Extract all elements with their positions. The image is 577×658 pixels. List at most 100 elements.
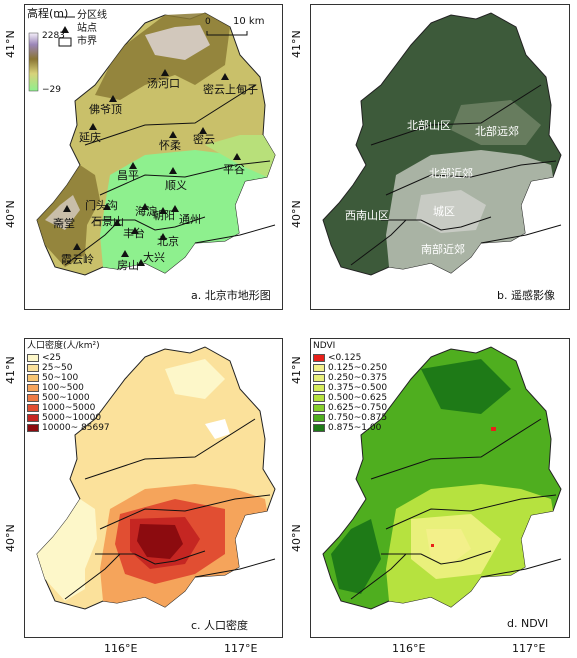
population-legend-label: 25~50 bbox=[42, 363, 73, 373]
ndvi-legend-swatch bbox=[313, 363, 325, 372]
label-pinggu: 平谷 bbox=[223, 163, 245, 176]
population-legend-label: 10000~ 85697 bbox=[42, 423, 110, 433]
ndvi-legend-label: 0.750~0.875 bbox=[328, 413, 388, 423]
label-daxing: 大兴 bbox=[143, 251, 165, 264]
ndvi-legend-item: 0.375~0.500 bbox=[313, 383, 387, 393]
label-tanghekou: 汤河口 bbox=[147, 77, 180, 90]
population-legend-swatch bbox=[27, 413, 39, 422]
satellite-map bbox=[322, 12, 562, 276]
population-legend-item: 10000~ 85697 bbox=[27, 423, 110, 433]
population-legend-item: <25 bbox=[27, 353, 110, 363]
scale-ten-label: 10 km bbox=[233, 16, 265, 27]
legend-station: 站点 bbox=[77, 23, 97, 34]
population-legend-swatch bbox=[27, 373, 39, 382]
ndvi-legend-item: 0.875~1.00 bbox=[313, 423, 387, 433]
lon-d-117: 117°E bbox=[512, 642, 546, 655]
population-legend-item: 50~100 bbox=[27, 373, 110, 383]
elevation-min-label: −29 bbox=[42, 85, 61, 95]
ndvi-legend-label: 0.500~0.625 bbox=[328, 393, 388, 403]
population-map bbox=[36, 346, 276, 610]
label-fengtai: 丰台 bbox=[123, 227, 145, 240]
ndvi-map bbox=[322, 346, 562, 610]
panel-ndvi: NDVI <0.125 0.125~0.250 0.250~0.375 0.375~0… bbox=[310, 338, 570, 638]
ndvi-legend-swatch bbox=[313, 393, 325, 402]
population-legend-label: 5000~10000 bbox=[42, 413, 102, 423]
label-mentougou: 门头沟 bbox=[85, 199, 118, 212]
lat-d-bottom: 40°N bbox=[290, 524, 303, 552]
label-fangshan: 房山 bbox=[117, 259, 139, 272]
population-legend-swatch bbox=[27, 353, 39, 362]
zone-south-mountain: 西南山区 bbox=[345, 209, 389, 222]
population-legend-item: 25~50 bbox=[27, 363, 110, 373]
ndvi-legend-item: <0.125 bbox=[313, 353, 387, 363]
caption-terrain: a. 北京市地形图 bbox=[191, 287, 271, 303]
ndvi-legend-swatch bbox=[313, 413, 325, 422]
ndvi-legend-swatch bbox=[313, 373, 325, 382]
elevation-max-label: 2283 bbox=[42, 31, 65, 41]
zone-south-suburb: 南部近郊 bbox=[421, 243, 465, 256]
label-yanqing: 延庆 bbox=[79, 131, 101, 144]
ndvi-legend-item: 0.625~0.750 bbox=[313, 403, 387, 413]
zone-north-mountain: 北部山区 bbox=[407, 119, 451, 132]
label-changping: 昌平 bbox=[117, 169, 139, 182]
caption-population: c. 人口密度 bbox=[191, 617, 249, 633]
lat-b-top: 41°N bbox=[290, 30, 303, 58]
label-shunyi: 顺义 bbox=[165, 179, 187, 192]
population-legend-label: 50~100 bbox=[42, 373, 79, 383]
population-legend-item: 1000~5000 bbox=[27, 403, 110, 413]
population-legend-title: 人口密度(人/km²) bbox=[27, 341, 100, 351]
lat-c-top: 41°N bbox=[4, 356, 17, 384]
population-legend-label: <25 bbox=[42, 353, 61, 363]
scale-bar bbox=[206, 31, 248, 36]
ndvi-legend-swatch bbox=[313, 383, 325, 392]
lon-d-116: 116°E bbox=[392, 642, 426, 655]
ndvi-legend-title: NDVI bbox=[313, 341, 336, 351]
zone-urban: 城区 bbox=[433, 205, 455, 218]
lat-a-top: 41°N bbox=[4, 30, 17, 58]
label-zhaitang: 斋堂 bbox=[53, 217, 75, 230]
legend-zone-line: 分区线 bbox=[77, 10, 107, 21]
terrain-plain bbox=[100, 150, 267, 273]
label-xiayunling: 霞云岭 bbox=[61, 253, 94, 266]
ndvi-legend-swatch bbox=[313, 423, 325, 432]
population-legend-label: 1000~5000 bbox=[42, 403, 96, 413]
legend-boundary: 市界 bbox=[77, 36, 97, 47]
population-legend-swatch bbox=[27, 403, 39, 412]
label-miyun: 密云 bbox=[193, 133, 215, 146]
panel-terrain: 高程(m) 2283 −29 分区线 站点 市界 0 10 km 汤河口 密云上… bbox=[24, 4, 283, 310]
terrain-map bbox=[28, 12, 276, 276]
lon-c-117: 117°E bbox=[224, 642, 258, 655]
population-legend-item: 100~500 bbox=[27, 383, 110, 393]
label-beijing: 北京 bbox=[157, 235, 179, 248]
elevation-legend-title: 高程(m) bbox=[27, 7, 69, 20]
label-foyeding: 佛爷顶 bbox=[89, 103, 122, 116]
ndvi-legend-label: <0.125 bbox=[328, 353, 362, 363]
label-haidian: 海淀 bbox=[135, 205, 157, 218]
ndvi-legend-label: 0.125~0.250 bbox=[328, 363, 388, 373]
elevation-colorbar bbox=[28, 32, 39, 92]
population-legend-label: 100~500 bbox=[42, 383, 84, 393]
label-chaoyang: 朝阳 bbox=[153, 209, 175, 222]
panel-population: 人口密度(人/km²) <25 25~50 50~100 100~500 500~100… bbox=[24, 338, 283, 638]
panel-satellite: 北部山区 北部远郊 北部近郊 城区 西南山区 南部近郊 b. 遥感影像 bbox=[310, 4, 570, 310]
ndvi-legend: <0.125 0.125~0.250 0.250~0.375 0.375~0.500 0… bbox=[313, 353, 387, 433]
population-legend-item: 500~1000 bbox=[27, 393, 110, 403]
zone-north-suburb-far: 北部远郊 bbox=[475, 125, 519, 138]
scale-zero-label: 0 bbox=[205, 17, 211, 27]
lon-c-116: 116°E bbox=[104, 642, 138, 655]
zone-north-suburb-near: 北部近郊 bbox=[429, 167, 473, 180]
label-huairou: 怀柔 bbox=[159, 139, 181, 152]
ndvi-legend-swatch bbox=[313, 353, 325, 362]
label-shangdianzi: 密云上甸子 bbox=[203, 83, 258, 96]
ndvi-legend-item: 0.750~0.875 bbox=[313, 413, 387, 423]
population-legend-swatch bbox=[27, 363, 39, 372]
population-legend: <25 25~50 50~100 100~500 500~1000 1000~5000 50… bbox=[27, 353, 110, 433]
lat-b-bottom: 40°N bbox=[290, 200, 303, 228]
lat-d-top: 41°N bbox=[290, 356, 303, 384]
ndvi-legend-swatch bbox=[313, 403, 325, 412]
population-legend-swatch bbox=[27, 383, 39, 392]
population-legend-item: 5000~10000 bbox=[27, 413, 110, 423]
ndvi-legend-label: 0.250~0.375 bbox=[328, 373, 388, 383]
ndvi-legend-label: 0.375~0.500 bbox=[328, 383, 388, 393]
caption-satellite: b. 遥感影像 bbox=[497, 287, 555, 303]
